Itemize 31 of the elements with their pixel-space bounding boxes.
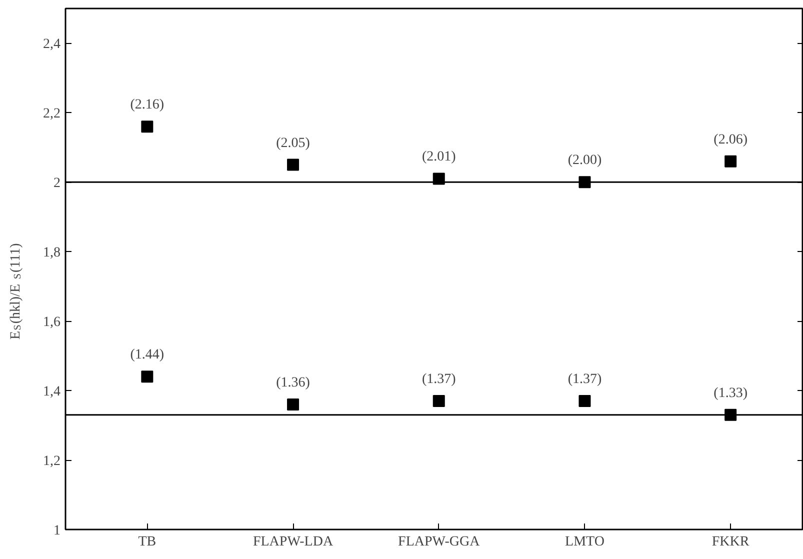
y-tick-label: 1,8 [43, 246, 60, 261]
data-label: (1.36) [276, 375, 310, 390]
data-label: (1.37) [422, 372, 456, 387]
data-label: (2.05) [276, 136, 310, 151]
y-tick-label: 2,2 [43, 106, 60, 122]
point [578, 394, 591, 407]
x-tick-label: FLAPW-LDA [252, 534, 334, 550]
point [141, 370, 154, 383]
data-label: (1.33) [714, 386, 748, 401]
point [724, 155, 737, 168]
x-tick-label: TB [138, 534, 156, 550]
x-tick-label: LMTO [565, 534, 604, 550]
x-tick-label: FKKR [712, 534, 750, 550]
y-tick-label: 2 [54, 176, 60, 192]
y-tick-label: 1,2 [43, 454, 60, 470]
data-label: (2.01) [422, 150, 456, 165]
point [141, 120, 154, 133]
data-label: (1.44) [130, 348, 164, 363]
data-label: (1.37) [568, 372, 602, 387]
point [287, 398, 300, 410]
point [287, 158, 300, 171]
data-label: (2.06) [714, 132, 748, 148]
y-tick-label: 2,4 [43, 37, 60, 52]
x-tick-label: FLAPW-GGA [398, 534, 481, 550]
point [432, 394, 445, 407]
y-tick-label: 1,4 [43, 384, 60, 400]
data-label: (2.16) [130, 98, 164, 113]
y-axis-title: ES(hkl)/ES(111) [8, 242, 24, 340]
y-tick-label: 1 [54, 524, 60, 538]
data-label: (2.00) [568, 153, 602, 168]
y-tick-label: 1,6 [43, 315, 60, 330]
